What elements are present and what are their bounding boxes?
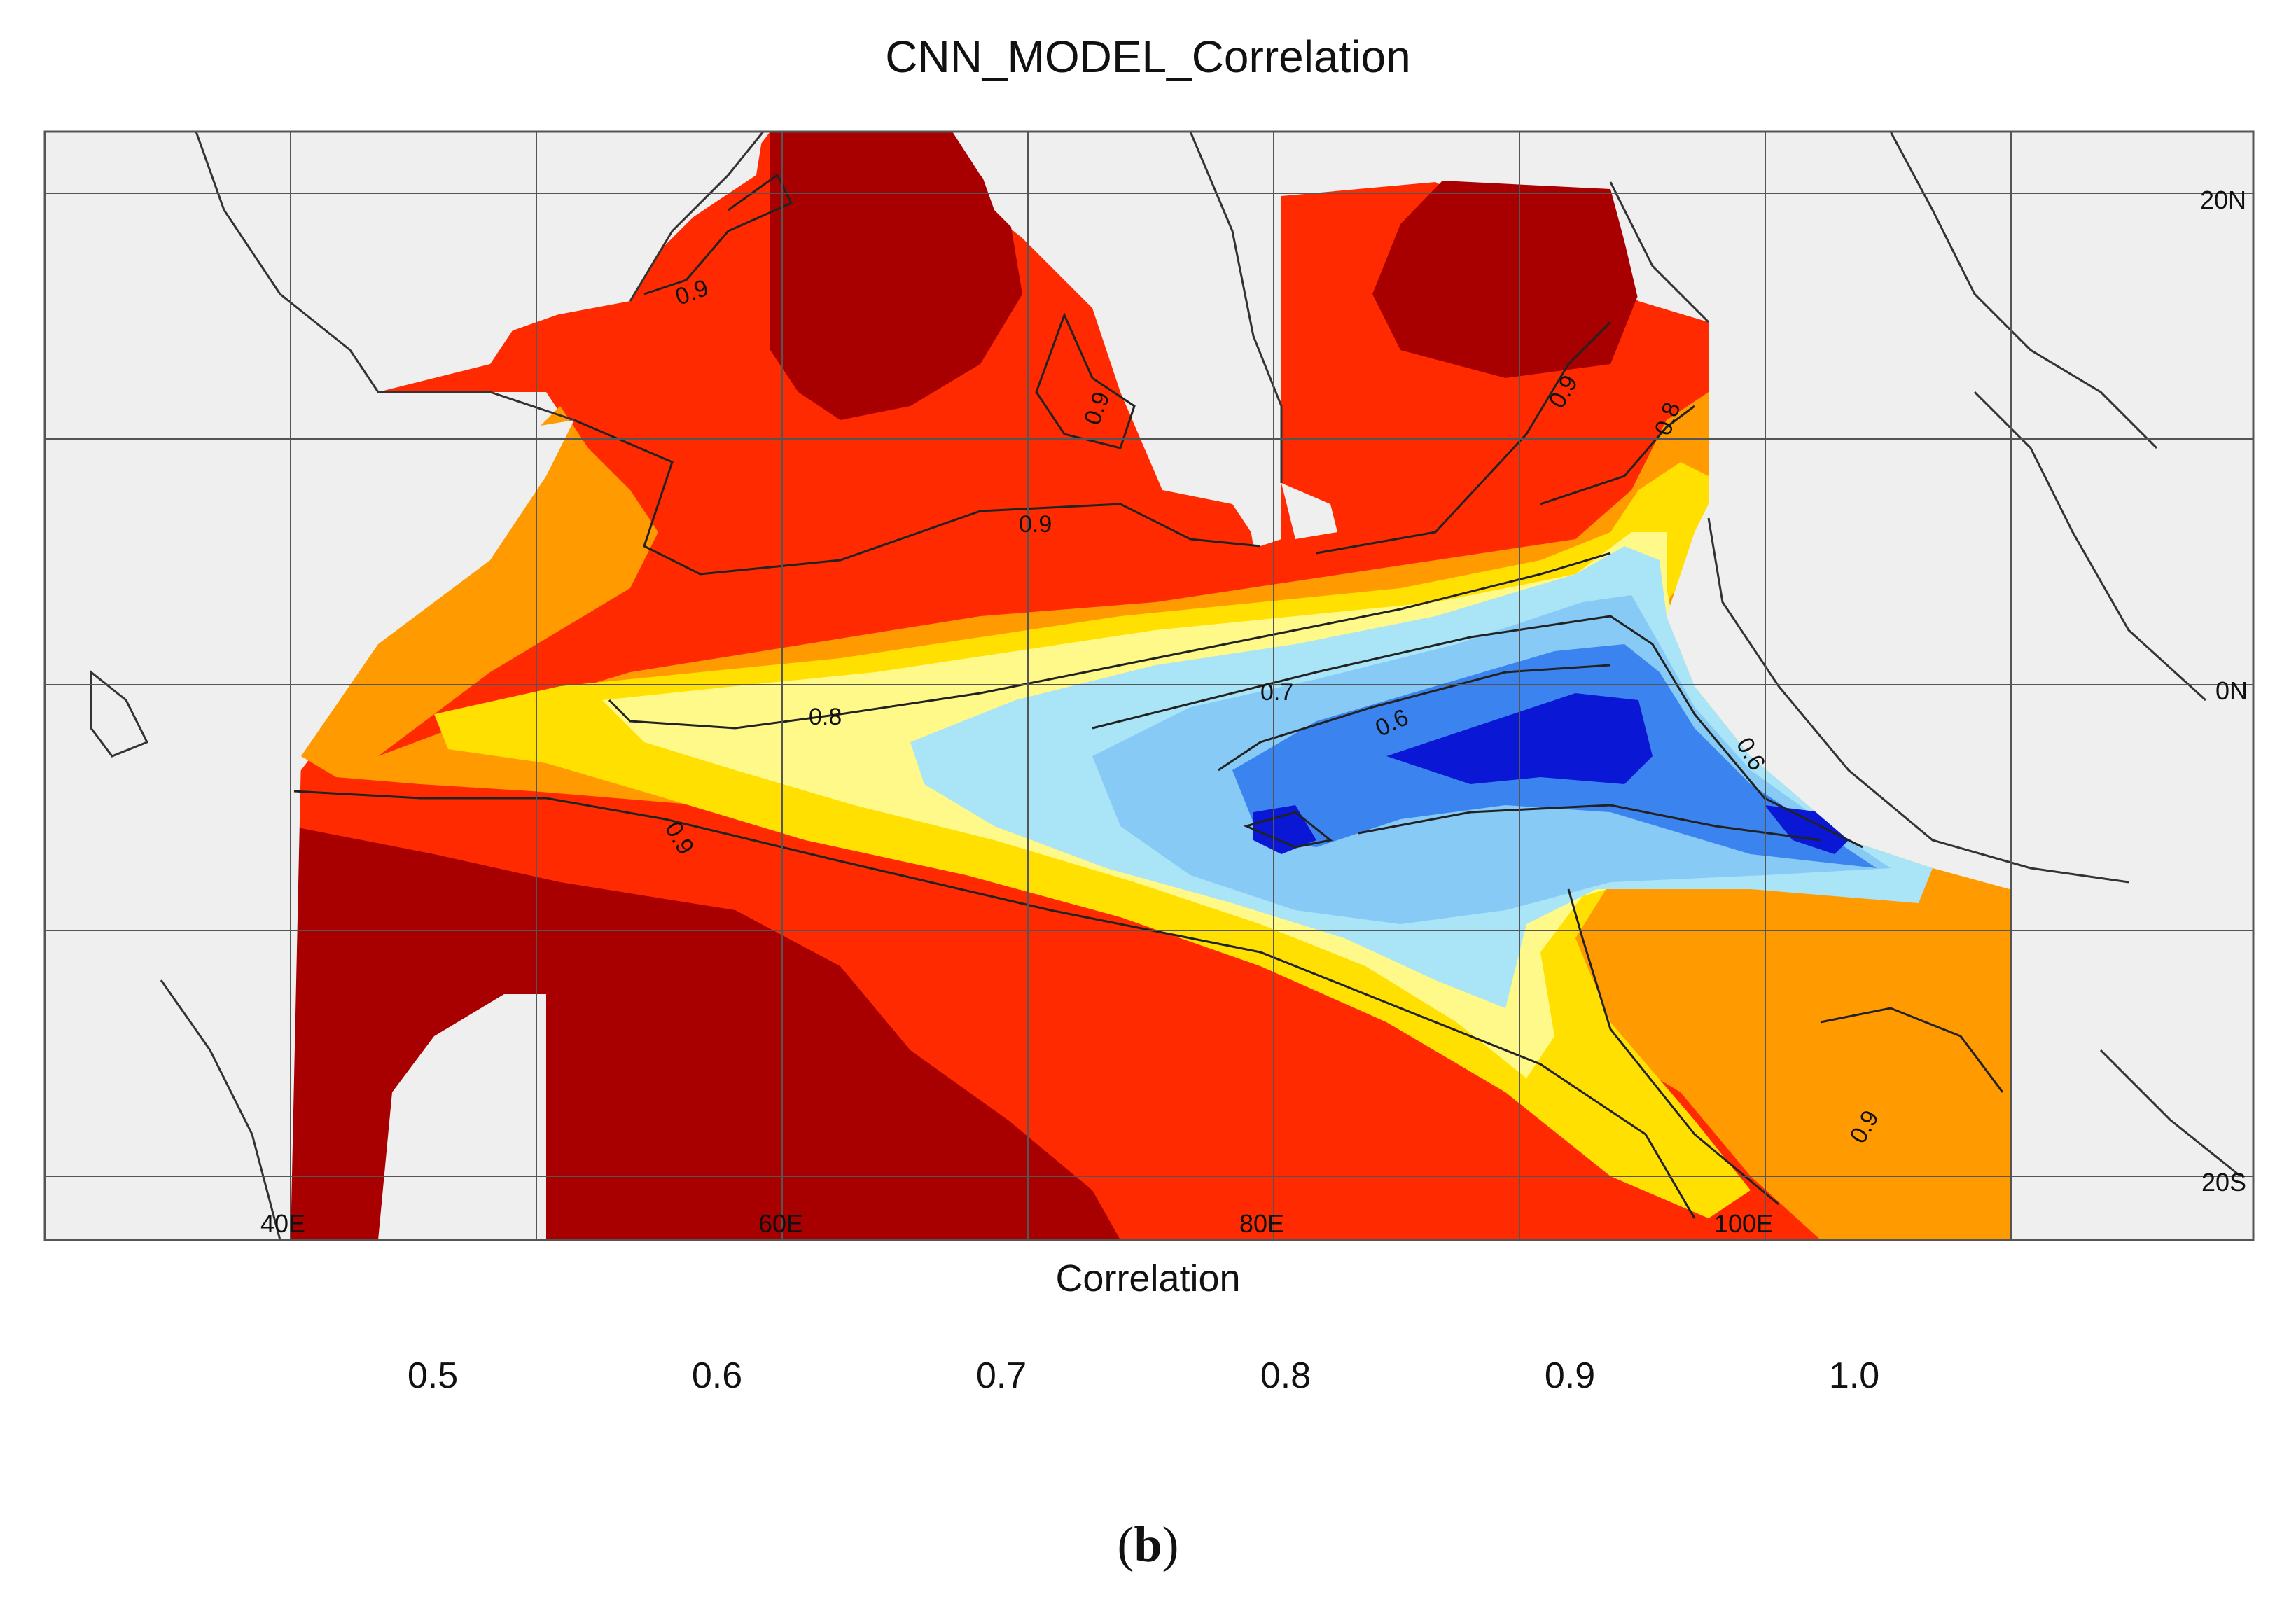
colorbar-tick: 0.5 [407, 1355, 459, 1396]
coastlines [90, 131, 2241, 1241]
correlation-map: 0.9 0.9 0.9 0.9 0.8 0.8 0.7 0.6 0.6 0.9 … [43, 130, 2255, 1241]
colorbar-tick: 0.7 [975, 1355, 1027, 1396]
contour-label: 0.9 [1019, 511, 1052, 538]
colorbar-tick: 1.0 [1828, 1355, 1880, 1396]
lat-label-20s: 20S [2201, 1168, 2246, 1197]
map-frame [43, 130, 2255, 1241]
colorbar-tick: 0.6 [691, 1355, 743, 1396]
grid-lines [45, 132, 2253, 1240]
colorbar-tick: 0.8 [1260, 1355, 1311, 1396]
colorbar-tick: 0.9 [1544, 1355, 1596, 1396]
contour-lines [293, 173, 2004, 1219]
lon-label-40e: 40E [260, 1209, 305, 1238]
plot-title: CNN_MODEL_Correlation [885, 32, 1411, 82]
band-055b [1765, 805, 1849, 854]
lat-label-0n: 0N [2215, 676, 2248, 705]
panel-letter: b [1134, 1516, 1162, 1572]
land-masses [45, 132, 2253, 1240]
contour-label: 0.7 [1260, 679, 1293, 706]
lat-label-20n: 20N [2200, 186, 2246, 214]
contour-label: 0.8 [809, 704, 842, 730]
lon-label-60e: 60E [758, 1209, 803, 1238]
correlation-field [291, 132, 2010, 1240]
colorbar-title: Correlation [1055, 1257, 1241, 1299]
axis-label-group: 40E 60E 80E 100E 20N 0N 20S [260, 186, 2248, 1238]
lon-label-80e: 80E [1239, 1209, 1284, 1238]
panel-label: (b) [1117, 1516, 1179, 1572]
lon-label-100e: 100E [1714, 1209, 1773, 1238]
